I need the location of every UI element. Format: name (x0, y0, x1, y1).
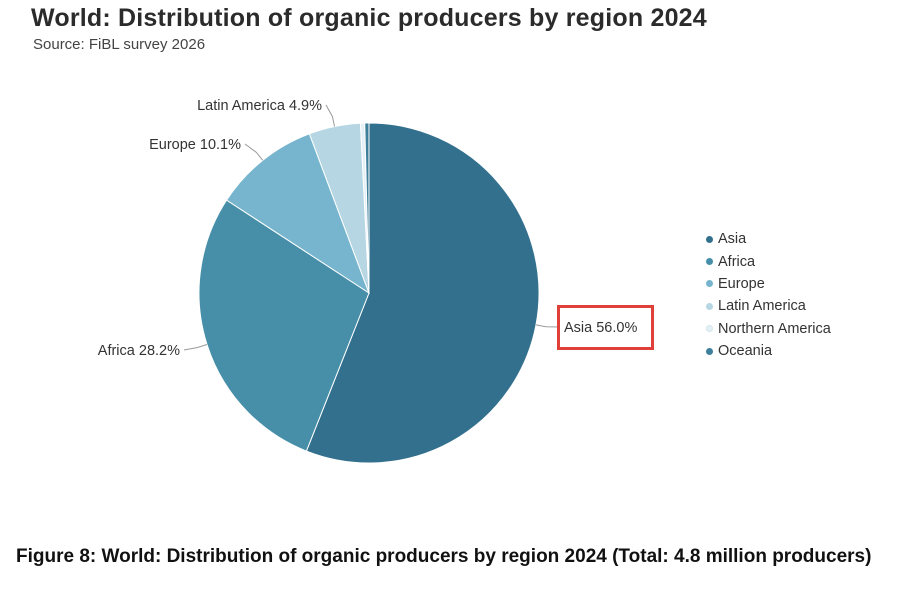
leader-line-asia (535, 324, 561, 328)
legend-item-latin-america: Latin America (706, 295, 831, 317)
legend-swatch (706, 347, 713, 355)
legend-swatch (706, 280, 713, 288)
pie-slice-asia (305, 122, 540, 464)
legend-label: Northern America (718, 320, 831, 337)
pie-slice-europe (225, 133, 371, 295)
legend-swatch (706, 302, 713, 310)
legend-item-oceania: Oceania (706, 340, 831, 362)
legend-item-asia: Asia (706, 228, 831, 250)
highlight-box (557, 305, 654, 350)
leader-line-latin-america (325, 104, 335, 127)
data-label-europe: Europe 10.1% (149, 137, 241, 153)
legend-item-africa: Africa (706, 250, 831, 272)
pie-chart: Asia 56.0% Africa 28.2% Europe 10.1% Latin … (98, 98, 637, 464)
chart-title: World: Distribution of organic producers… (31, 4, 707, 32)
legend-swatch (706, 235, 713, 243)
leader-line-europe (244, 143, 264, 161)
data-label-asia: Asia 56.0% (564, 320, 637, 336)
pie-slice-oceania (364, 122, 370, 294)
legend-label: Europe (718, 275, 765, 292)
legend-label: Asia (718, 231, 747, 248)
legend-item-europe: Europe (706, 273, 831, 295)
leader-line-africa (183, 344, 208, 351)
legend-label: Oceania (718, 343, 773, 360)
chart-legend: Asia Africa Europe Latin America Northern Am… (706, 228, 831, 362)
legend-swatch (706, 258, 713, 266)
chart-subtitle: Source: FiBL survey 2026 (33, 36, 206, 53)
legend-label: Africa (718, 253, 756, 270)
data-label-latin-america: Latin America 4.9% (197, 98, 322, 114)
data-label-africa: Africa 28.2% (98, 343, 180, 359)
legend-swatch (706, 325, 713, 333)
legend-item-northern-america: Northern America (706, 318, 831, 340)
legend-label: Latin America (718, 298, 806, 315)
figure-caption: Figure 8: World: Distribution of organic… (16, 546, 872, 567)
